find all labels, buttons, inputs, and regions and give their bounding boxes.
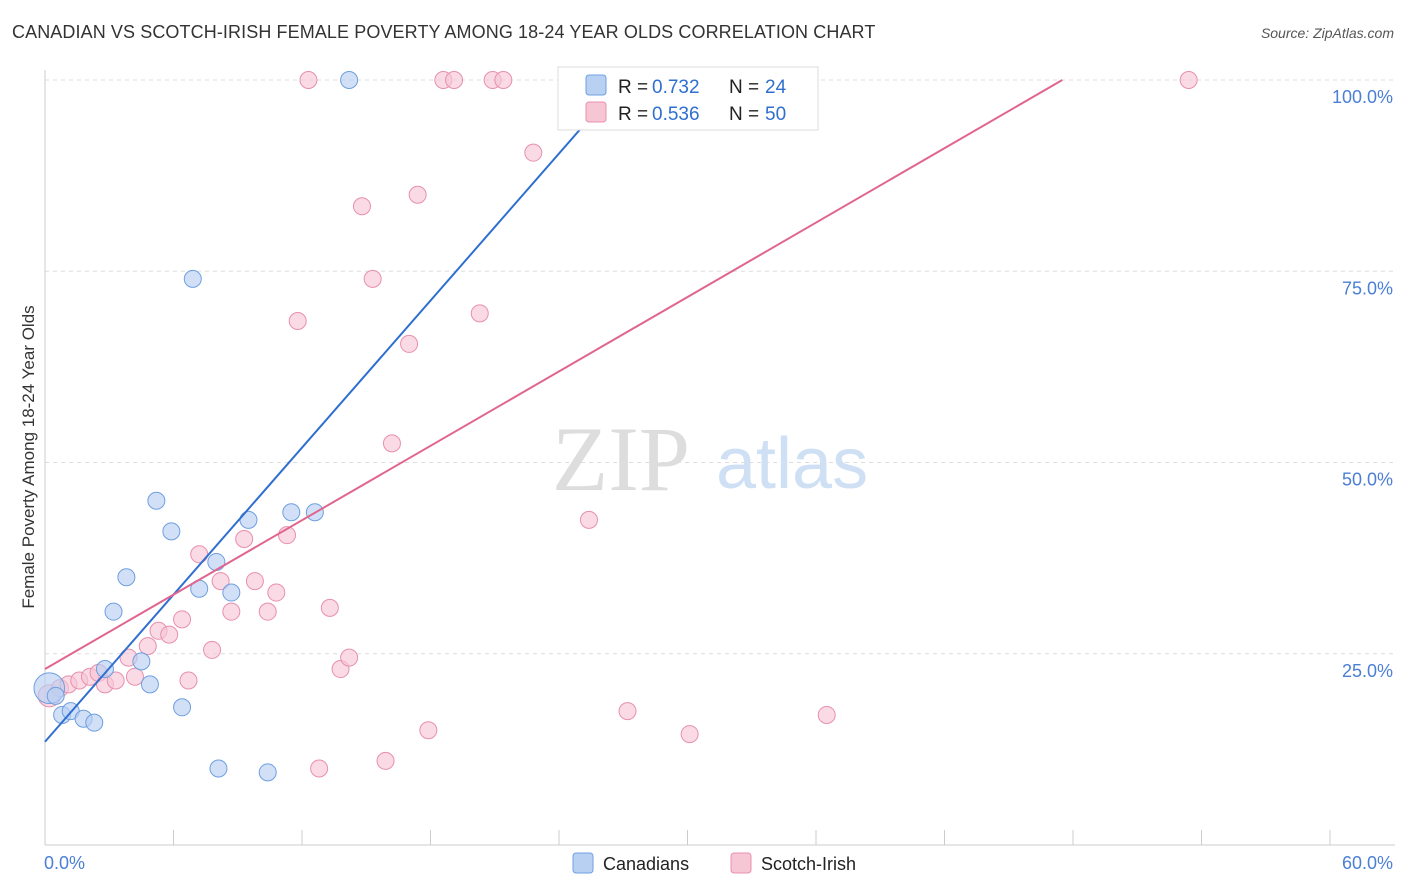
point-scotch-irish-15 (190, 545, 209, 564)
x-axis-ticks (44, 830, 1331, 845)
bottom-legend-swatch-canadians (572, 852, 594, 874)
y-tick-label-75: 75.0% (1342, 278, 1393, 298)
point-scotch-irish-36 (419, 721, 438, 740)
y-tick-label-25: 25.0% (1342, 661, 1393, 681)
bottom-legend-swatch-scotch-irish (730, 852, 752, 874)
watermark-atlas: atlas (716, 424, 868, 504)
correlation-legend: R = 0.732 N = 24 R = 0.536 N = 50 (557, 66, 819, 131)
watermark-zip: ZIP (552, 408, 690, 510)
point-scotch-irish-24 (288, 311, 307, 330)
point-scotch-irish-49 (1179, 71, 1198, 89)
grid-lines (45, 79, 1395, 655)
legend-n-value-canadians: 24 (765, 77, 787, 98)
y-tick-label-100: 100.0% (1332, 87, 1393, 107)
point-scotch-irish-47 (680, 725, 699, 744)
legend-n-value-scotch-irish: 50 (765, 104, 786, 125)
chart-title: CANADIAN VS SCOTCH-IRISH FEMALE POVERTY … (12, 22, 876, 42)
point-scotch-irish-33 (382, 434, 401, 453)
point-canadians-11 (147, 491, 166, 510)
point-scotch-irish-7 (106, 671, 125, 690)
series-legend: Canadians Scotch-Irish (572, 852, 856, 874)
legend-swatch-scotch-irish (585, 101, 607, 123)
legend-r-value-scotch-irish: 0.536 (652, 104, 700, 125)
point-scotch-irish-45 (618, 702, 637, 721)
legend-swatch-canadians (585, 74, 607, 96)
trend-lines (44, 79, 1063, 743)
source-label: Source: ZipAtlas.com (1260, 25, 1394, 41)
x-tick-label-min: 0.0% (44, 853, 85, 873)
point-canadians-1 (46, 686, 65, 705)
point-scotch-irish-26 (310, 759, 329, 778)
point-scotch-irish-31 (363, 269, 382, 288)
point-scotch-irish-17 (211, 572, 230, 591)
point-scotch-irish-42 (524, 143, 543, 162)
point-scotch-irish-19 (235, 530, 254, 548)
point-scotch-irish-14 (179, 671, 198, 690)
watermark: ZIP atlas (552, 408, 868, 510)
point-scotch-irish-43 (579, 510, 598, 529)
point-canadians-18 (222, 583, 241, 602)
point-canadians-14 (183, 269, 202, 288)
legend-n-label-canadians: N = (729, 77, 759, 98)
point-scotch-irish-29 (340, 648, 359, 667)
point-canadians-10 (140, 675, 159, 694)
point-scotch-irish-21 (258, 602, 277, 621)
point-scotch-irish-35 (408, 185, 427, 204)
point-canadians-21 (282, 503, 301, 522)
point-canadians-12 (162, 522, 181, 541)
point-scotch-irish-25 (299, 71, 318, 89)
point-scotch-irish-38 (445, 71, 464, 89)
trend-line-scotch-irish (44, 79, 1063, 670)
point-scotch-irish-12 (160, 625, 179, 644)
trend-line-canadians (44, 79, 625, 743)
point-canadians-6 (95, 660, 114, 679)
point-scotch-irish-32 (376, 751, 395, 770)
point-scotch-irish-13 (173, 610, 192, 629)
y-axis-label: Female Poverty Among 18-24 Year Olds (19, 305, 38, 608)
legend-r-label-canadians: R = (618, 77, 648, 98)
point-canadians-17 (209, 759, 228, 778)
legend-n-label-scotch-irish: N = (729, 104, 759, 125)
point-scotch-irish-34 (400, 334, 419, 353)
point-canadians-16 (207, 552, 226, 571)
point-canadians-23 (340, 71, 359, 89)
point-scotch-irish-16 (203, 640, 222, 659)
point-scotch-irish-22 (267, 583, 286, 602)
axes (44, 70, 1395, 846)
point-scotch-irish-48 (817, 705, 836, 724)
legend-r-label-scotch-irish: R = (618, 104, 648, 125)
legend-r-value-canadians: 0.732 (652, 77, 700, 98)
point-scotch-irish-20 (245, 572, 264, 591)
point-scotch-irish-10 (138, 637, 157, 656)
x-tick-label-max: 60.0% (1342, 853, 1393, 873)
bottom-legend-label-canadians: Canadians (603, 854, 689, 874)
point-scotch-irish-41 (494, 71, 513, 89)
point-canadians-13 (173, 698, 192, 717)
point-canadians-7 (104, 602, 123, 621)
point-scotch-irish-39 (470, 304, 489, 323)
point-canadians-19 (239, 510, 258, 529)
bottom-legend-label-scotch-irish: Scotch-Irish (761, 854, 856, 874)
point-canadians-9 (132, 652, 151, 671)
y-axis-tick-labels: 25.0% 50.0% 75.0% 100.0% (1332, 87, 1393, 681)
point-scotch-irish-18 (222, 602, 241, 621)
y-tick-label-50: 50.0% (1342, 470, 1393, 490)
point-scotch-irish-9 (125, 667, 144, 686)
point-canadians-5 (85, 713, 104, 732)
point-canadians-8 (117, 568, 136, 587)
point-scotch-irish-27 (320, 598, 339, 617)
point-scotch-irish-30 (352, 197, 371, 216)
point-canadians-20 (258, 763, 277, 782)
